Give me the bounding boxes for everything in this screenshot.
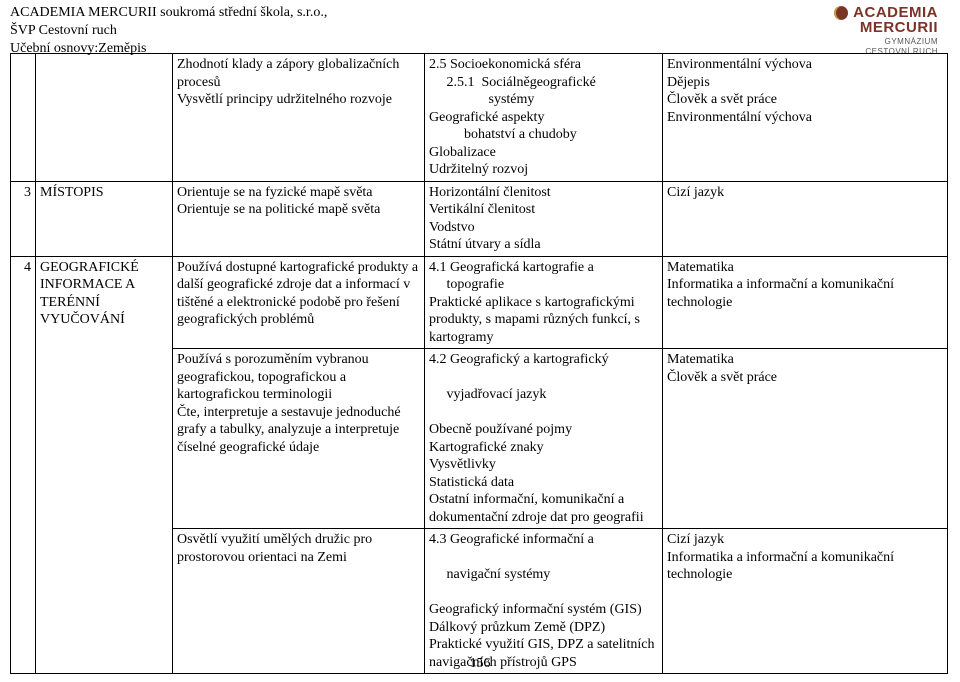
row-number: 4 <box>11 256 36 674</box>
outcomes-cell: Orientuje se na fyzické mapě světa Orien… <box>173 181 425 256</box>
outcomes-cell: Používá s porozuměním vybranou geografic… <box>173 349 425 529</box>
page-number: 156 <box>0 656 960 672</box>
logo-name-2: MERCURII <box>834 19 938 36</box>
content-cell: 4.1 Geografická kartografie a topografie… <box>425 256 663 349</box>
outcomes-cell: Osvětlí využití umělých družic pro prost… <box>173 529 425 674</box>
topic-title: MÍSTOPIS <box>36 181 173 256</box>
content-cell: 4.2 Geografický a kartografický vyjadřov… <box>425 349 663 529</box>
links-cell: Matematika Informatika a informační a ko… <box>663 256 948 349</box>
outcomes-cell: Zhodnotí klady a zápory globalizačních p… <box>173 54 425 182</box>
links-cell: Cizí jazyk <box>663 181 948 256</box>
logo-icon <box>834 6 848 20</box>
links-cell: Matematika Člověk a svět práce <box>663 349 948 529</box>
topic-title: GEOGRAFICKÉ INFORMACE A TERÉNNÍ VYUČOVÁN… <box>36 256 173 674</box>
logo-sub-1: GYMNÁZIUM <box>834 37 938 46</box>
content-cell: Horizontální členitost Vertikální členit… <box>425 181 663 256</box>
content-cell: 2.5 Socioekonomická sféra 2.5.1 Sociálně… <box>425 54 663 182</box>
topic-title <box>36 54 173 182</box>
curriculum-table: Zhodnotí klady a zápory globalizačních p… <box>10 53 948 674</box>
logo: ACADEMIA MERCURII GYMNÁZIUM CESTOVNÍ RUC… <box>834 4 938 56</box>
links-cell: Environmentální výchova Dějepis Člověk a… <box>663 54 948 182</box>
header-line-2: ŠVP Cestovní ruch <box>10 22 327 40</box>
links-cell: Cizí jazyk Informatika a informační a ko… <box>663 529 948 674</box>
outcomes-cell: Používá dostupné kartografické produkty … <box>173 256 425 349</box>
document-header: ACADEMIA MERCURII soukromá střední škola… <box>10 4 327 59</box>
row-number: 3 <box>11 181 36 256</box>
header-line-1: ACADEMIA MERCURII soukromá střední škola… <box>10 4 327 22</box>
row-number <box>11 54 36 182</box>
content-cell: 4.3 Geografické informační a navigační s… <box>425 529 663 674</box>
